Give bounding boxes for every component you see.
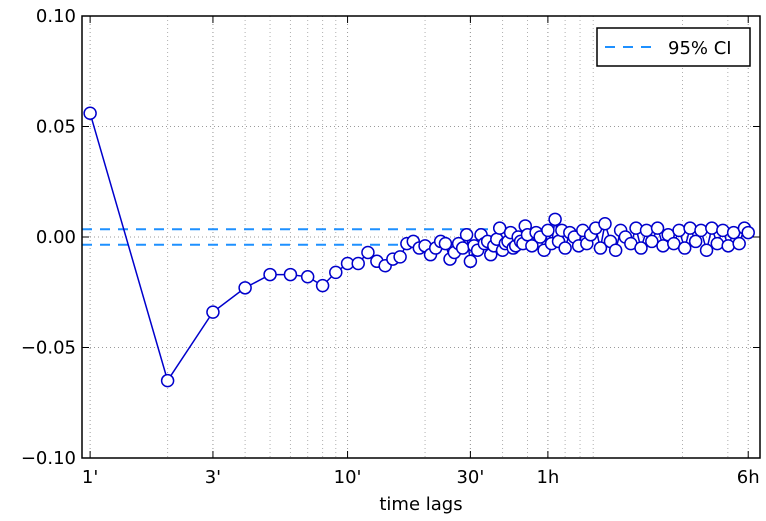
acf-point [634,241,648,255]
acf-point [463,254,478,269]
acf-point [351,256,365,271]
x-tick-label: 1h [536,467,559,488]
x-tick-label: 3' [205,467,221,488]
acf-point [593,241,608,255]
acf-point [645,234,659,249]
acf-point [716,223,730,238]
y-tick-label: 0.10 [36,6,76,27]
x-tick-label: 6h [737,467,760,488]
acf-point [459,228,474,242]
acf-point [650,221,665,235]
confidence-interval-lines [82,228,491,246]
acf-point [393,250,407,264]
acf-series [83,106,755,388]
acf-point [639,223,654,238]
acf-point [83,106,97,120]
acf-point [710,236,725,251]
acf-point [438,236,453,251]
acf-point [677,241,692,255]
x-axis-title: time lags [379,494,462,515]
acf-point [548,212,562,227]
acf-point [721,239,735,253]
acf-point [525,239,539,253]
acf-point [656,239,670,253]
acf-point [160,373,175,388]
acf-point [732,236,746,251]
acf-point [694,223,708,238]
acf-point [558,241,572,255]
legend: 95% CI [596,27,751,67]
acf-point [329,265,343,280]
grid-lines [82,15,760,459]
acf-point [315,278,330,293]
acf-point [361,245,375,260]
legend-label: 95% CI [668,38,732,59]
y-tick-label: 0.05 [36,117,76,138]
x-tick-label: 1' [82,467,98,488]
acf-point [699,243,714,258]
legend-box [596,27,751,67]
acf-point [608,243,623,258]
acf-point [263,267,277,282]
y-tick-label: −0.10 [21,448,76,469]
acf-point [206,305,220,319]
x-tick-label: 10' [334,467,362,488]
acf-point [541,223,555,238]
acf-point [741,225,755,240]
acf-point [455,241,470,255]
y-tick-label: 0.00 [36,227,76,248]
acf-point [672,223,686,238]
acf-point [688,234,703,249]
acf-point [705,221,719,235]
y-tick-label: −0.05 [21,338,76,359]
acf-point [598,216,612,231]
acf-point [283,267,298,282]
acf-point [238,281,252,295]
acf-point [683,221,697,235]
x-tick-label: 30' [456,467,484,488]
acf-point [300,270,315,284]
axes: 1' 3' 10' 30' 1h 6h 0.10 0.05 0.00 −0.05 −0.10 [21,6,760,488]
